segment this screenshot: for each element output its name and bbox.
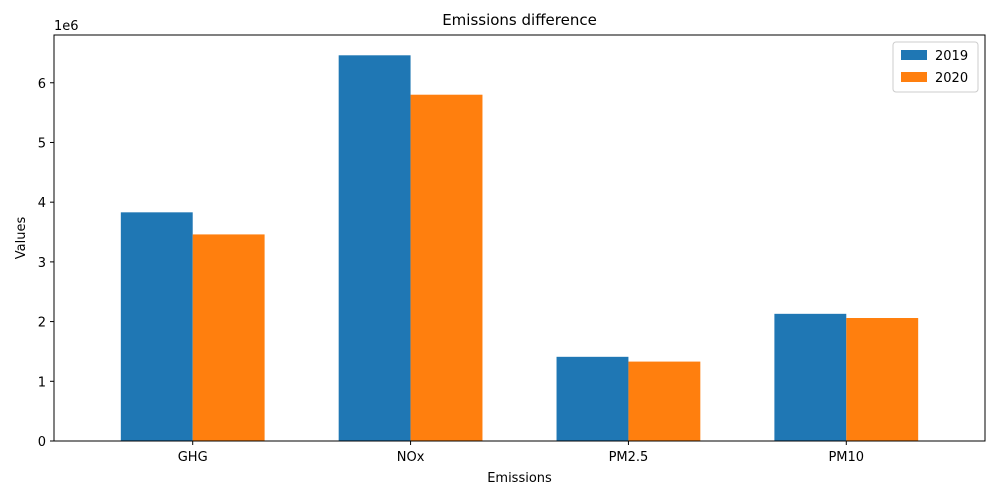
bar-2019-GHG <box>120 212 193 441</box>
x-tick-label: PM10 <box>828 450 864 465</box>
x-tick-label: GHG <box>178 450 208 465</box>
bar-2019-PM2.5 <box>556 356 629 441</box>
plot-frame <box>53 34 986 442</box>
bar-2020-PM10 <box>846 318 919 441</box>
bar-2020-GHG <box>192 234 265 441</box>
y-tick-label: 6 <box>38 77 46 92</box>
legend-label-2019: 2019 <box>935 49 968 64</box>
y-tick-label: 3 <box>38 256 46 271</box>
x-axis-label: Emissions <box>487 471 552 486</box>
y-tick-label: 4 <box>38 196 46 211</box>
legend-swatch-2019 <box>901 50 927 60</box>
bar-2019-NOx <box>338 55 411 442</box>
x-tick-label: PM2.5 <box>609 450 649 465</box>
bar-2020-PM2.5 <box>628 361 701 441</box>
y-axis-label: Values <box>14 217 29 260</box>
y-tick-label: 2 <box>38 316 46 331</box>
legend: 2019 2020 <box>892 41 979 93</box>
bar-2019-PM10 <box>774 313 847 441</box>
y-tick-label: 5 <box>38 136 46 151</box>
y-tick-label: 1 <box>38 375 46 390</box>
legend-label-2020: 2020 <box>935 71 968 86</box>
y-tick-label: 0 <box>38 435 46 450</box>
x-tick-label: NOx <box>397 450 425 465</box>
bars-layer <box>120 55 919 442</box>
ticks-layer: GHG NOx PM2.5 PM10 0 1 2 3 4 5 6 <box>38 77 864 465</box>
chart-title: Emissions difference <box>442 11 597 29</box>
bar-2020-NOx <box>410 94 483 442</box>
legend-swatch-2020 <box>901 72 927 82</box>
y-axis-offset-label: 1e6 <box>54 19 79 34</box>
